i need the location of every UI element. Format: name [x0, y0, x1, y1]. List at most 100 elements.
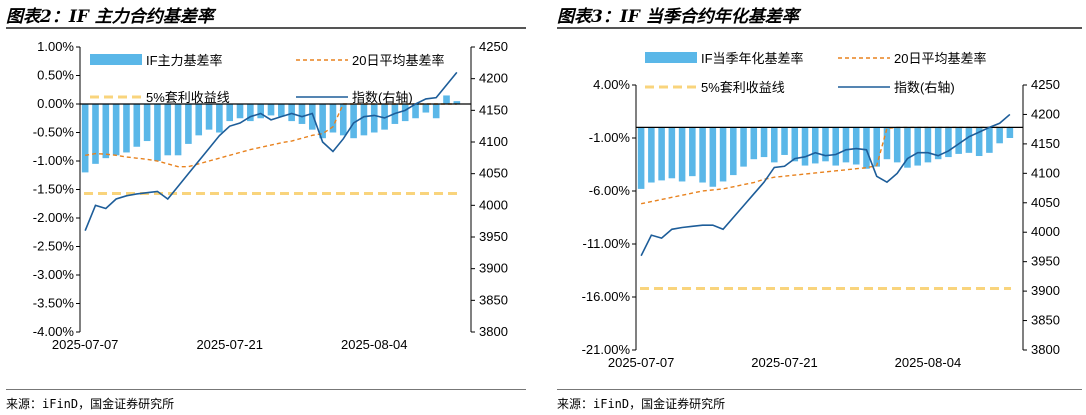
right-bar — [801, 127, 809, 166]
right-y-right-tick-label: 4000 — [1031, 224, 1060, 239]
right-bar — [986, 127, 993, 153]
left-index-line — [84, 71, 458, 231]
left-footer-rule — [6, 389, 526, 390]
left-bar — [422, 104, 430, 113]
right-chart: 4.00% -1.00% -6.00% -11.00% -16.00% -21.00% 42… — [582, 51, 1060, 370]
right-bar — [832, 127, 840, 166]
left-y-right-tick-label: 4050 — [479, 166, 508, 181]
left-bar — [154, 104, 161, 161]
left-chart: 1.00% 0.50% 0.00% -0.50% -1.00% -1.50% -2.00% -… — [33, 39, 508, 352]
right-bar — [945, 127, 952, 158]
right-y-left-tick-label: -1.00% — [589, 130, 631, 145]
right-bar — [934, 127, 942, 160]
right-bar — [924, 127, 932, 163]
right-bar — [852, 127, 860, 165]
left-bar — [92, 104, 99, 164]
left-y-left-tick-label: -3.00% — [33, 267, 75, 282]
right-bar — [760, 127, 768, 158]
left-bar — [329, 104, 337, 133]
right-y-right-tick-label: 3900 — [1031, 283, 1060, 298]
right-bar — [637, 127, 645, 189]
left-y-right-tick-label: 3950 — [479, 229, 508, 244]
left-bar — [298, 104, 306, 124]
right-y-right-tick-label: 4250 — [1031, 77, 1060, 92]
left-y-left-tick-label: -2.00% — [33, 210, 75, 225]
left-chart-title: 图表2：IF 主力合约基差率 — [6, 7, 214, 27]
right-bar — [873, 127, 880, 167]
left-bar — [205, 104, 213, 130]
right-bar — [730, 127, 737, 176]
right-bar — [740, 127, 747, 167]
right-y-right-tick-label: 4200 — [1031, 106, 1060, 121]
left-y-right-tick-label: 3900 — [479, 261, 508, 276]
left-legend-label: 20日平均基差率 — [352, 53, 444, 68]
right-legend-label: 20日平均基差率 — [894, 51, 986, 66]
right-bar — [822, 127, 829, 162]
left-y-right-tick-label: 4150 — [479, 102, 508, 117]
right-y-right-tick-label: 4150 — [1031, 136, 1060, 151]
left-bar — [133, 104, 141, 147]
left-legend-label: 指数(右轴) — [352, 90, 413, 105]
right-bar — [719, 127, 727, 182]
left-y-right-tick-label: 4200 — [479, 71, 508, 86]
right-legend-swatch-bars — [645, 52, 697, 63]
left-y-left-tick-label: -1.50% — [33, 182, 75, 197]
left-bar — [195, 104, 203, 136]
left-y-right-tick-label: 4000 — [479, 197, 508, 212]
left-y-left-tick-label: -3.50% — [33, 296, 75, 311]
left-bar — [112, 104, 120, 156]
right-legend-label: 5%套利收益线 — [701, 80, 785, 95]
right-bar — [904, 127, 911, 168]
left-y-right-tick-label: 4100 — [479, 134, 508, 149]
left-bar — [432, 104, 440, 119]
left-bar — [278, 104, 285, 117]
left-bar — [236, 104, 244, 119]
right-chart-title: 图表3：IF 当季合约年化基差率 — [557, 7, 799, 27]
left-x-tick-label: 2025-07-21 — [196, 337, 263, 352]
right-source-note: 来源：iFinD，国金证券研究所 — [557, 397, 726, 411]
right-x-tick-label: 2025-07-07 — [608, 355, 675, 370]
left-y-right-tick-label: 3850 — [479, 292, 508, 307]
left-bar — [216, 104, 223, 133]
right-bar — [975, 127, 983, 157]
right-legend-label: 指数(右轴) — [894, 80, 955, 95]
right-bar — [678, 127, 686, 182]
left-y-left-tick-label: 0.50% — [37, 68, 74, 83]
right-y-right-tick-label: 3950 — [1031, 254, 1060, 269]
left-source-note: 来源：iFinD，国金证券研究所 — [6, 397, 175, 411]
left-legend-label: IF主力基差率 — [146, 53, 223, 68]
left-bar — [102, 104, 110, 159]
right-bar — [863, 127, 870, 169]
right-bar — [709, 127, 717, 187]
right-bar — [914, 127, 921, 166]
left-bar — [267, 104, 275, 116]
right-bar — [750, 127, 758, 160]
right-bar — [883, 127, 891, 160]
right-y-right-tick-label: 3850 — [1031, 313, 1060, 328]
left-bar — [288, 104, 295, 122]
left-bar — [185, 104, 192, 144]
left-bar — [401, 104, 409, 122]
right-y-left-tick-label: -16.00% — [582, 289, 631, 304]
left-bar — [257, 104, 264, 119]
right-bar — [699, 127, 706, 183]
left-bar — [339, 104, 347, 136]
right-y-right-tick-label: 4050 — [1031, 195, 1060, 210]
left-bar — [443, 95, 450, 104]
right-bar — [689, 127, 696, 177]
right-bar — [771, 127, 778, 163]
left-bar — [319, 104, 326, 139]
right-y-left-tick-label: -6.00% — [589, 183, 631, 198]
left-y-right-tick-label: 3800 — [479, 324, 508, 339]
right-footer-rule — [557, 389, 1082, 390]
left-bar — [360, 104, 368, 136]
right-bar — [965, 127, 973, 153]
right-bar — [811, 127, 819, 164]
left-bar — [226, 104, 234, 122]
left-y-left-tick-label: -2.50% — [33, 239, 75, 254]
left-bar — [381, 104, 388, 130]
left-bar — [370, 104, 378, 133]
left-y-left-tick-label: 1.00% — [37, 39, 74, 54]
right-y-right-tick-label: 3800 — [1031, 342, 1060, 357]
right-bar — [1006, 127, 1014, 138]
